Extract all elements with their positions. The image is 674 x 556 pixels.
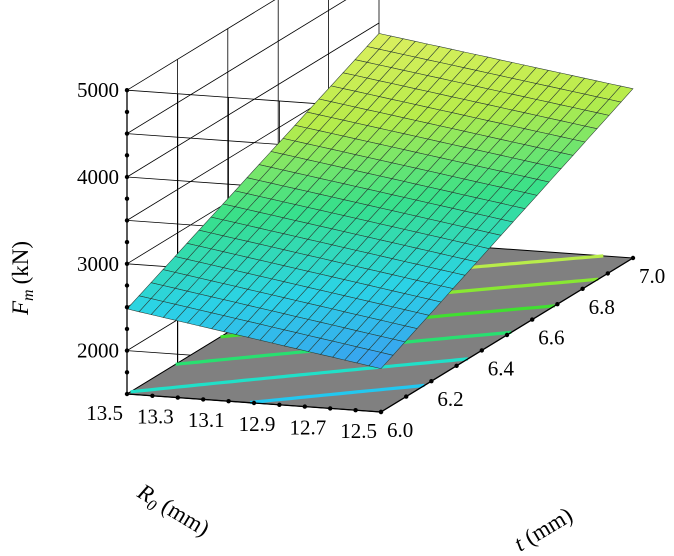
z-axis-title: Fm(kN)	[8, 241, 37, 316]
y-tick-dot	[353, 408, 358, 413]
z-tick-dot	[124, 109, 130, 115]
axes	[124, 88, 636, 415]
contour-line	[249, 383, 425, 405]
grid-line	[126, 22, 380, 178]
x-tick-dot	[378, 409, 384, 415]
y-tick-dot	[251, 400, 257, 406]
x-tick-dot	[429, 379, 434, 384]
tick-labels: 2000 3000 4000 5000 13.5 13.3 13.1 12.9 12.7 12.5…	[77, 78, 665, 443]
z-tick-dot	[124, 131, 130, 136]
z-tick-dot	[124, 305, 130, 310]
y-tick-dot	[201, 397, 206, 402]
x-tick-dot	[555, 302, 560, 307]
y-tick-dot	[175, 395, 180, 400]
z-tick-label: 4000	[77, 165, 119, 189]
z-tick-label: 3000	[77, 252, 119, 276]
y-tick-dot	[302, 404, 307, 409]
x-tick-dot	[605, 271, 610, 276]
y-tick-dot	[124, 391, 130, 397]
y-tick-label: 13.3	[137, 405, 174, 429]
y-tick-dot	[277, 402, 282, 407]
y-tick-label: 12.9	[239, 412, 276, 436]
z-tick-dot	[124, 239, 130, 245]
contour-line	[130, 357, 469, 394]
x-tick-dot	[504, 332, 510, 338]
z-tick-dot	[124, 218, 130, 223]
x-tick-label: 6.8	[589, 295, 615, 319]
y-tick-dot	[328, 406, 333, 411]
x-axis-title: t (mm)	[510, 502, 577, 556]
y-axis-title: R0 (mm)	[131, 478, 214, 544]
response-surface	[126, 33, 634, 369]
x-tick-dot	[530, 317, 535, 322]
grid-line	[126, 0, 347, 134]
y-tick-dot	[226, 399, 231, 404]
x-tick-dot	[454, 363, 459, 368]
z-tick-dot	[124, 153, 130, 158]
z-tick-label: 5000	[77, 78, 119, 102]
y-tick-label: 13.5	[86, 401, 123, 425]
x-tick-label: 6.6	[538, 326, 564, 350]
surface-cell	[368, 352, 394, 369]
x-tick-dot	[630, 255, 636, 261]
z-tick-dot	[124, 196, 130, 201]
x-tick-dot	[404, 394, 409, 399]
x-tick-label: 6.2	[437, 387, 463, 411]
x-tick-dot	[580, 286, 585, 291]
x-tick-label: 6.0	[387, 418, 413, 442]
grid-line	[126, 0, 276, 91]
y-tick-dot	[150, 393, 155, 398]
x-tick-label: 7.0	[639, 264, 665, 288]
x-tick-dot	[479, 348, 484, 353]
y-tick-label: 12.7	[289, 415, 326, 439]
z-tick-dot	[124, 370, 130, 375]
z-tick-dot	[124, 326, 130, 332]
y-tick-label: 13.1	[188, 408, 225, 432]
z-tick-label: 2000	[77, 339, 119, 363]
z-tick-dot	[124, 88, 130, 93]
z-tick-dot	[124, 283, 130, 288]
x-tick-label: 6.4	[488, 356, 515, 380]
z-tick-dot	[124, 261, 130, 266]
z-tick-dot	[124, 174, 130, 180]
y-tick-label: 12.5	[340, 419, 377, 443]
z-tick-dot	[124, 348, 130, 353]
